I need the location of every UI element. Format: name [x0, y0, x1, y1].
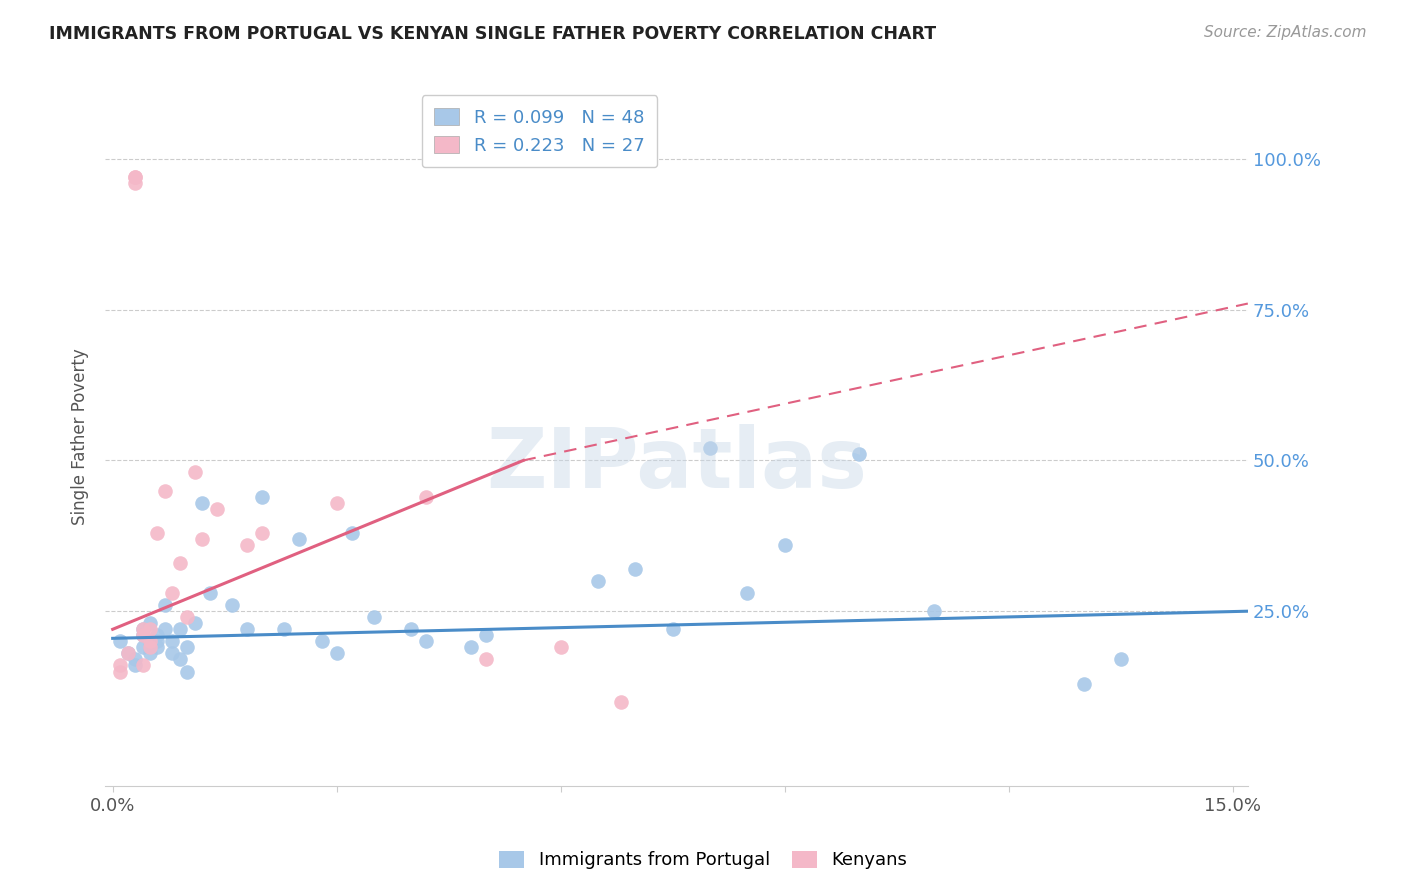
Point: [250, 525, 273, 540]
Point: [146, 525, 169, 540]
Legend: Immigrants from Portugal, Kenyans: Immigrants from Portugal, Kenyans: [489, 842, 917, 879]
Point: [162, 634, 184, 648]
Point: [169, 652, 191, 666]
Point: [124, 169, 146, 184]
Point: [176, 665, 198, 679]
Point: [124, 176, 146, 190]
Point: [131, 628, 153, 642]
Point: [146, 634, 169, 648]
Point: [475, 628, 498, 642]
Point: [415, 490, 437, 504]
Point: [108, 665, 131, 679]
Point: [198, 586, 221, 600]
Text: ZIPatlas: ZIPatlas: [486, 424, 868, 505]
Point: [153, 483, 176, 498]
Point: [191, 495, 214, 509]
Point: [139, 640, 162, 655]
Point: [221, 598, 243, 612]
Point: [139, 647, 162, 661]
Point: [108, 658, 131, 673]
Point: [609, 695, 631, 709]
Point: [236, 538, 259, 552]
Point: [191, 532, 214, 546]
Point: [1073, 676, 1095, 690]
Legend: R = 0.099   N = 48, R = 0.223   N = 27: R = 0.099 N = 48, R = 0.223 N = 27: [422, 95, 657, 168]
Point: [124, 658, 146, 673]
Point: [340, 525, 363, 540]
Point: [236, 622, 259, 636]
Point: [162, 647, 184, 661]
Point: [586, 574, 609, 588]
Point: [124, 652, 146, 666]
Point: [169, 622, 191, 636]
Point: [131, 658, 153, 673]
Point: [922, 604, 945, 618]
Point: [737, 586, 759, 600]
Point: [250, 490, 273, 504]
Point: [139, 634, 162, 648]
Point: [848, 447, 870, 461]
Point: [460, 640, 482, 655]
Point: [117, 647, 139, 661]
Point: [1109, 652, 1132, 666]
Point: [131, 640, 153, 655]
Point: [162, 586, 184, 600]
Point: [662, 622, 685, 636]
Point: [311, 634, 333, 648]
Point: [131, 622, 153, 636]
Point: [153, 622, 176, 636]
Point: [288, 532, 311, 546]
Point: [550, 640, 572, 655]
Text: Source: ZipAtlas.com: Source: ZipAtlas.com: [1204, 25, 1367, 40]
Point: [117, 647, 139, 661]
Point: [139, 616, 162, 631]
Point: [176, 640, 198, 655]
Point: [624, 562, 647, 576]
Point: [273, 622, 295, 636]
Point: [169, 556, 191, 570]
Point: [146, 640, 169, 655]
Point: [773, 538, 796, 552]
Point: [475, 652, 498, 666]
Point: [131, 628, 153, 642]
Point: [153, 598, 176, 612]
Point: [325, 647, 347, 661]
Point: [184, 616, 207, 631]
Point: [184, 466, 207, 480]
Point: [207, 501, 229, 516]
Point: [699, 442, 721, 456]
Y-axis label: Single Father Poverty: Single Father Poverty: [72, 348, 89, 524]
Point: [176, 610, 198, 624]
Point: [401, 622, 423, 636]
Point: [108, 634, 131, 648]
Point: [363, 610, 385, 624]
Point: [139, 640, 162, 655]
Point: [131, 622, 153, 636]
Point: [325, 495, 347, 509]
Point: [415, 634, 437, 648]
Point: [139, 622, 162, 636]
Text: IMMIGRANTS FROM PORTUGAL VS KENYAN SINGLE FATHER POVERTY CORRELATION CHART: IMMIGRANTS FROM PORTUGAL VS KENYAN SINGL…: [49, 25, 936, 43]
Point: [124, 169, 146, 184]
Point: [139, 634, 162, 648]
Point: [146, 628, 169, 642]
